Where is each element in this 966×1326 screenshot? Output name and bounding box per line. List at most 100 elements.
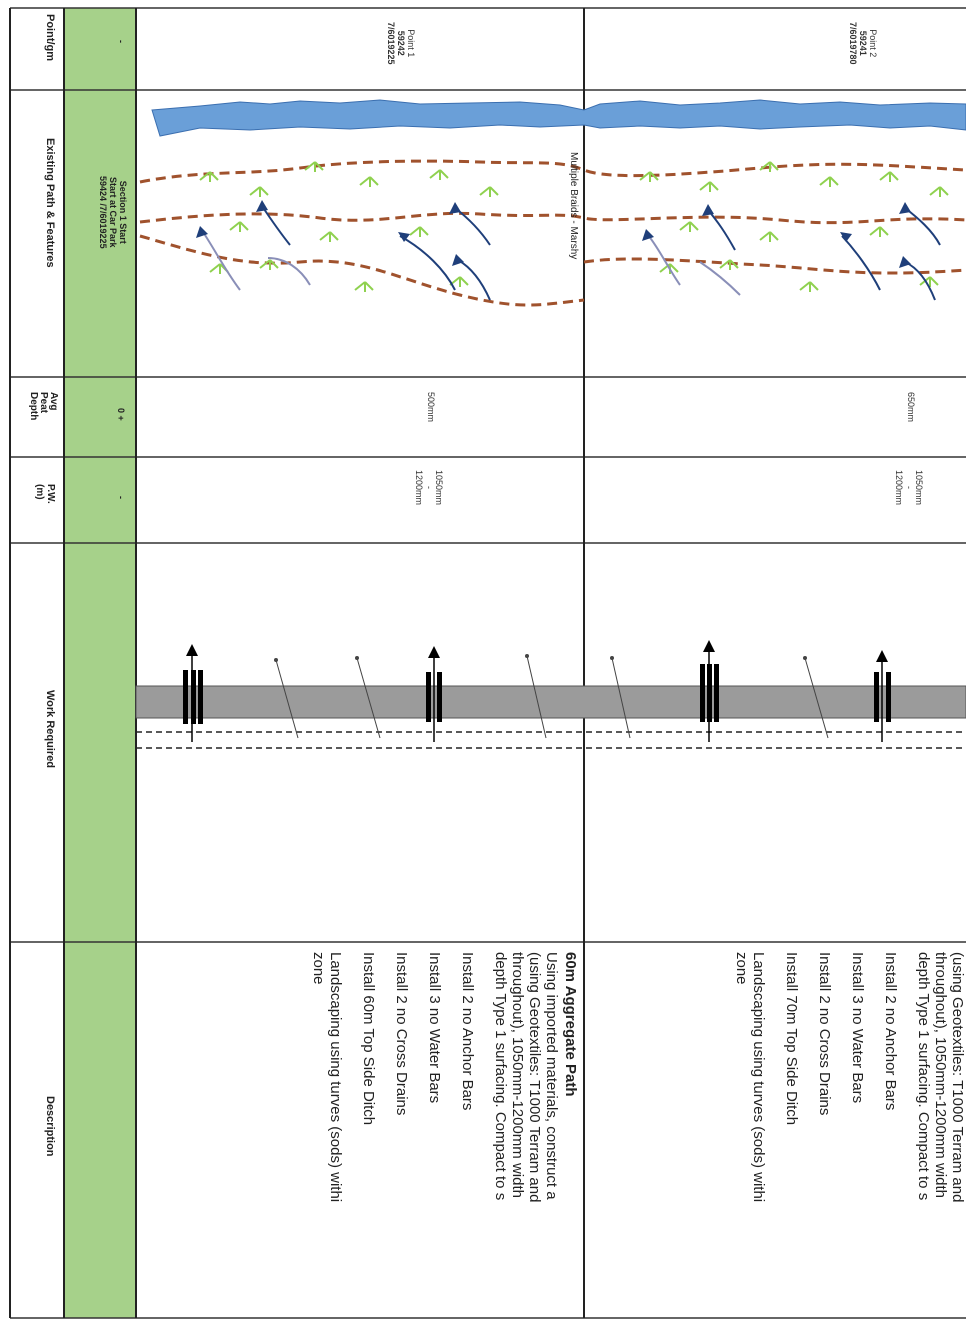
- row1-feature-label: Multiple Braids - Marshy: [568, 152, 579, 260]
- plant-icon: [354, 281, 374, 292]
- arrowhead-icon: [899, 202, 911, 214]
- plant-icon: [719, 259, 739, 270]
- water-bar: [804, 657, 829, 739]
- point-easting: 59241: [858, 30, 868, 56]
- row1-pw: 1050mm - 1200mm: [414, 470, 444, 505]
- arrowhead-icon: [186, 644, 198, 656]
- start-section-line: Section 1 Start: [118, 180, 128, 244]
- arrowhead-icon: [452, 254, 464, 266]
- row1-point-label: Point 1 59242 7/6019225: [386, 22, 416, 65]
- description-line: Using imported materials, construct a: [543, 952, 560, 1200]
- dot-icon: [525, 654, 529, 658]
- anchor-bar: [874, 672, 879, 722]
- pw-max: 1200mm: [414, 470, 424, 506]
- flow-arrow: [904, 207, 941, 246]
- point-northing: 7/6019225: [386, 22, 396, 65]
- plant-icon: [479, 186, 499, 197]
- braid-line: [139, 234, 585, 307]
- header-pw-unit: (m): [34, 484, 45, 500]
- water-bar: [356, 657, 381, 739]
- header-pw-line: P.W.: [45, 484, 56, 504]
- plant-icon: [249, 186, 269, 197]
- plant-icon: [199, 171, 219, 182]
- vegetation: [199, 161, 949, 292]
- description-item: Install 3 no Water Bars: [426, 952, 443, 1104]
- pw-min: 1050mm: [914, 470, 924, 506]
- arrowhead-icon: [703, 640, 715, 652]
- braid-line: [139, 211, 966, 225]
- description-item: Landscaping using turves (sods) withi: [750, 952, 767, 1203]
- flow-arrow: [261, 205, 291, 246]
- anchor-bar: [437, 672, 442, 722]
- description-item: Install 60m Top Side Ditch: [360, 952, 377, 1126]
- arrowhead-icon: [840, 232, 852, 242]
- plant-icon: [639, 171, 659, 182]
- point-name: Point 2: [868, 29, 878, 58]
- anchor-bar: [191, 670, 196, 724]
- start-section-line: Start at Car Park: [108, 177, 118, 248]
- water-bar: [526, 655, 547, 739]
- row2-pw: 1050mm - 1200mm: [894, 470, 924, 505]
- water-bars: [275, 655, 829, 739]
- plant-icon: [759, 231, 779, 242]
- row2-description: (using Geotextiles: T1000 Terram and thr…: [733, 952, 966, 1202]
- header-point-gm: Point/gm: [44, 14, 56, 62]
- flow-arrow: [399, 235, 456, 291]
- description-line: (using Geotextiles: T1000 Terram and: [949, 952, 966, 1203]
- description-item: Install 2 no Cross Drains: [816, 952, 833, 1116]
- braid-line: [583, 257, 966, 275]
- header-pw: P.W. (m): [34, 484, 56, 504]
- water-bar-tips: [274, 654, 807, 662]
- anchor-bar: [700, 664, 705, 722]
- description-item: Install 2 no Cross Drains: [393, 952, 410, 1116]
- braid-line: [139, 159, 966, 184]
- row1-avg-depth: 500mm: [426, 392, 436, 423]
- point-name: Point 1: [406, 29, 416, 58]
- description-item: zone: [310, 952, 327, 985]
- header-description: Description: [44, 1096, 56, 1157]
- row2-point-label: Point 2 59241 7/6019780: [848, 22, 878, 65]
- header-avg-peat-depth: Avg Peat Depth: [28, 392, 59, 420]
- row-dividers: [9, 8, 585, 1318]
- side-ditch-lines: [136, 731, 966, 749]
- row2-avg-depth: 650mm: [906, 392, 916, 423]
- anchor-bar: [886, 672, 891, 722]
- header-peat-line: Peat: [38, 392, 49, 414]
- flow-arrow: [699, 261, 741, 296]
- start-section-band: [64, 8, 136, 1318]
- start-avg-depth: 0 +: [116, 408, 126, 421]
- water-body: [151, 99, 966, 137]
- water-bar: [611, 657, 631, 739]
- header-work-required: Work Required: [44, 690, 56, 769]
- arrowhead-icon: [428, 646, 440, 658]
- anchor-bar: [183, 670, 188, 724]
- column-dividers: [10, 7, 966, 1319]
- plant-icon: [759, 161, 779, 172]
- anchor-bar: [714, 664, 719, 722]
- path-band: [135, 685, 966, 719]
- plant-icon: [304, 161, 324, 172]
- description-line: depth Type 1 surfacing. Compact to s: [915, 952, 932, 1201]
- start-section-line: 59424 /7/6019225: [98, 176, 108, 249]
- dot-icon: [803, 656, 807, 660]
- description-line: depth Type 1 surfacing. Compact to s: [492, 952, 509, 1201]
- arrowhead-icon: [702, 204, 714, 216]
- plant-icon: [869, 226, 889, 237]
- pw-sep: -: [904, 486, 914, 489]
- plant-icon: [879, 171, 899, 182]
- plant-icon: [429, 169, 449, 180]
- water-bar: [275, 659, 299, 739]
- row1-description: 60m Aggregate Path Using imported materi…: [310, 952, 580, 1202]
- flow-arrow: [202, 231, 241, 291]
- description-item: Install 2 no Anchor Bars: [882, 952, 899, 1111]
- arrowhead-icon: [899, 256, 911, 268]
- header-existing-path: Existing Path & Features: [44, 138, 56, 268]
- description-title: 60m Aggregate Path: [562, 952, 579, 1097]
- start-section-label: Section 1 Start Start at Car Park 59424 …: [98, 176, 128, 249]
- anchor-bar: [426, 672, 431, 722]
- description-item: Install 3 no Water Bars: [849, 952, 866, 1104]
- arrowhead-icon: [398, 232, 410, 242]
- dot-icon: [610, 656, 614, 660]
